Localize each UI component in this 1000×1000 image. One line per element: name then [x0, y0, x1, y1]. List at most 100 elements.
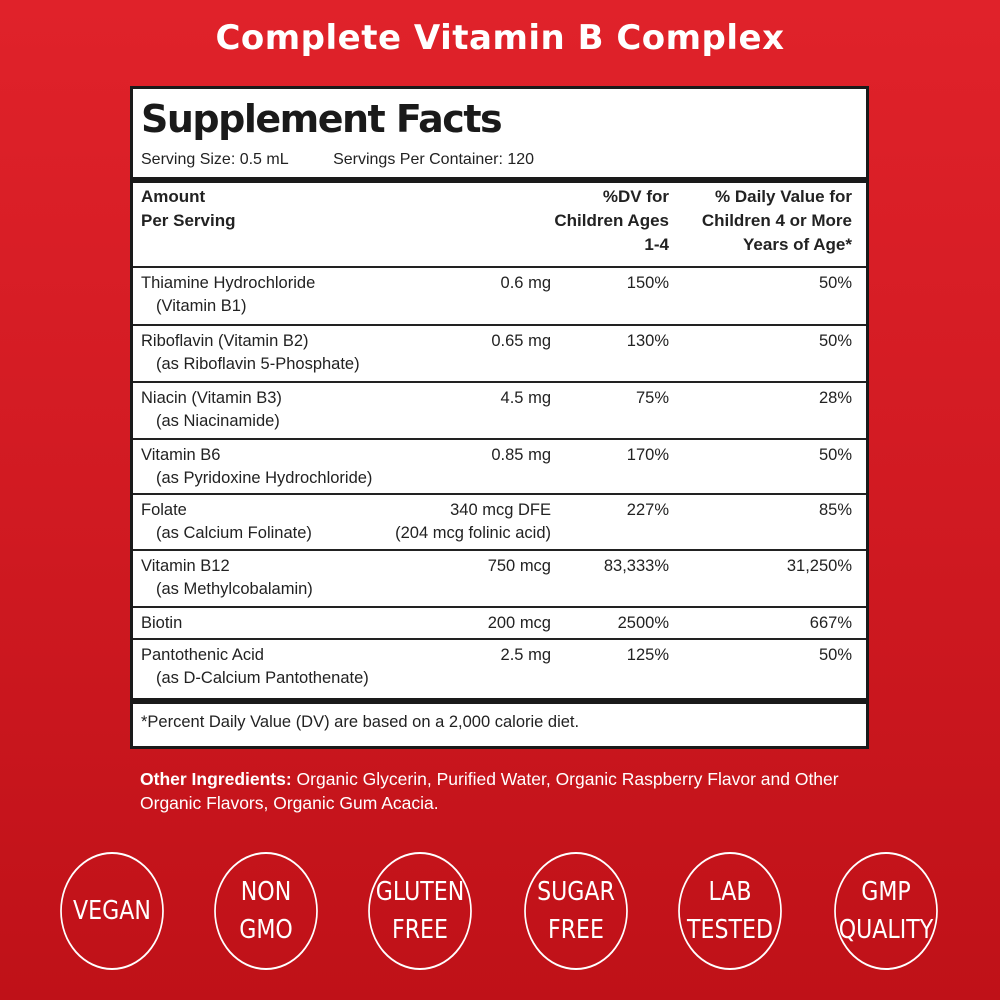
nutrient-label: Thiamine Hydrochloride — [141, 274, 316, 292]
other-ingredients: Other Ingredients: Organic Glycerin, Pur… — [140, 767, 880, 815]
dv-children-4-plus: 85% — [818, 501, 852, 519]
table-row: Biotin 200 mcg 2500% 667% — [133, 606, 866, 638]
nutrient-source: (as Pyridoxine Hydrochloride) — [156, 469, 373, 487]
nutrient-name: Vitamin B6 (as Pyridoxine Hydrochloride) — [141, 444, 372, 490]
dv-children-1-4: 170% — [626, 446, 669, 464]
dv-children-1-4: 2500% — [617, 614, 669, 632]
nutrient-label: Biotin — [141, 614, 183, 632]
badge-text: GLUTEN — [375, 877, 465, 907]
servings-per-container: Servings Per Container: 120 — [333, 151, 535, 168]
page-title: Complete Vitamin B Complex — [215, 18, 785, 58]
badge-sugar-free: SUGAR FREE — [524, 852, 628, 970]
dv-children-1-4: 83,333% — [603, 557, 669, 575]
table-header: Amount Per Serving %DV for Children Ages… — [133, 185, 866, 268]
badge-text: TESTED — [687, 915, 773, 945]
badge-text: SUGAR — [537, 877, 615, 907]
table-row: Pantothenic Acid (as D-Calcium Pantothena… — [133, 638, 866, 696]
nutrient-name: Vitamin B12 (as Methylcobalamin) — [141, 555, 313, 601]
divider — [133, 177, 866, 183]
badge-text: GMO — [239, 915, 293, 945]
nutrient-name: Riboflavin (Vitamin B2) (as Riboflavin 5-… — [141, 330, 360, 376]
table-row: Riboflavin (Vitamin B2) (as Riboflavin 5-… — [133, 324, 866, 381]
amount-value: 0.65 mg — [491, 332, 551, 350]
dv-children-1-4: 227% — [626, 501, 669, 519]
badge-text: GMP — [861, 877, 911, 907]
dv-children-1-4: 75% — [635, 389, 669, 407]
dv-children-1-4: 150% — [626, 274, 669, 292]
dv-children-1-4: 130% — [626, 332, 669, 350]
nutrient-label: Vitamin B12 — [141, 557, 230, 575]
badge-text: FREE — [547, 915, 604, 945]
nutrient-label: Vitamin B6 — [141, 446, 221, 464]
nutrient-source: (as Methylcobalamin) — [156, 580, 313, 598]
badge-text: QUALITY — [838, 915, 934, 945]
nutrient-name: Pantothenic Acid (as D-Calcium Pantothena… — [141, 644, 369, 690]
header-dv1: 1-4 — [644, 235, 669, 254]
badge-lab-tested: LAB TESTED — [678, 852, 782, 970]
header-amount: Per Serving — [141, 211, 236, 230]
amount-value: 0.6 mg — [500, 274, 551, 292]
header-dv2: Children 4 or More — [701, 211, 852, 230]
nutrient-label: Riboflavin (Vitamin B2) — [141, 332, 309, 350]
nutrient-label: Folate — [141, 501, 187, 519]
dv-children-4-plus: 50% — [818, 332, 852, 350]
supplement-facts-panel: Supplement Facts Serving Size: 0.5 mL Se… — [130, 86, 869, 749]
table-row: Vitamin B6 (as Pyridoxine Hydrochloride) … — [133, 438, 866, 493]
serving-size: Serving Size: 0.5 mL — [141, 151, 289, 168]
nutrient-source: (as Riboflavin 5-Phosphate) — [156, 355, 360, 373]
amount-value: 2.5 mg — [500, 646, 551, 664]
table-row: Vitamin B12 (as Methylcobalamin) 750 mcg … — [133, 549, 866, 606]
other-ingredients-label: Other Ingredients: — [140, 769, 292, 789]
amount: 750 mcg — [488, 555, 551, 578]
badge-vegan: VEGAN — [60, 852, 164, 970]
amount-detail: (204 mcg folinic acid) — [395, 524, 551, 542]
nutrient-source: (as Niacinamide) — [156, 412, 280, 430]
header-dv2: Years of Age* — [743, 235, 852, 254]
amount-value: 750 mcg — [487, 557, 551, 575]
header-amount: Amount — [141, 187, 206, 206]
amount: 0.65 mg — [491, 330, 551, 353]
amount: 0.6 mg — [501, 272, 551, 295]
nutrient-label: Niacin (Vitamin B3) — [141, 389, 282, 407]
dv-children-4-plus: 28% — [818, 389, 852, 407]
badge-gluten-free: GLUTEN FREE — [368, 852, 472, 970]
footnote: *Percent Daily Value (DV) are based on a… — [141, 713, 580, 731]
table-row: Thiamine Hydrochloride (Vitamin B1) 0.6 m… — [133, 266, 866, 324]
serving-info: Serving Size: 0.5 mL Servings Per Contai… — [141, 151, 574, 169]
nutrient-source: (as Calcium Folinate) — [156, 524, 312, 542]
nutrient-source: (Vitamin B1) — [156, 297, 247, 315]
dv-children-4-plus: 50% — [818, 274, 852, 292]
dv-children-4-plus: 31,250% — [786, 557, 852, 575]
nutrient-name: Niacin (Vitamin B3) (as Niacinamide) — [141, 387, 282, 433]
amount-value: 4.5 mg — [500, 389, 551, 407]
nutrient-name: Thiamine Hydrochloride (Vitamin B1) — [141, 272, 315, 318]
other-ingredients-text: Organic Glycerin, Purified Water, Organi… — [140, 769, 839, 813]
dv-children-4-plus: 667% — [809, 614, 852, 632]
dv-children-4-plus: 50% — [818, 646, 852, 664]
facts-title: Supplement Facts — [141, 97, 503, 141]
badge-text: FREE — [391, 915, 448, 945]
amount-value: 0.85 mg — [491, 446, 551, 464]
amount: 0.85 mg — [491, 444, 551, 467]
amount-value: 200 mcg — [487, 614, 551, 632]
amount: 200 mcg — [488, 612, 551, 635]
badge-text: NON — [240, 877, 292, 907]
nutrient-name: Biotin — [141, 612, 182, 635]
dv-children-4-plus: 50% — [818, 446, 852, 464]
nutrient-label: Pantothenic Acid — [141, 646, 264, 664]
header-dv2: % Daily Value for — [715, 187, 852, 206]
divider — [133, 698, 866, 704]
amount: 4.5 mg — [501, 387, 551, 410]
amount: 2.5 mg — [501, 644, 551, 667]
header-dv1: %DV for — [602, 187, 669, 206]
nutrient-name: Folate (as Calcium Folinate) — [141, 499, 312, 545]
nutrient-source: (as D-Calcium Pantothenate) — [156, 669, 369, 687]
table-row: Niacin (Vitamin B3) (as Niacinamide) 4.5 … — [133, 381, 866, 438]
badge-gmp-quality: GMP QUALITY — [834, 852, 938, 970]
badge-text: LAB — [708, 877, 752, 907]
amount: 340 mcg DFE (204 mcg folinic acid) — [395, 499, 551, 545]
amount-value: 340 mcg DFE — [450, 501, 551, 519]
dv-children-1-4: 125% — [626, 646, 669, 664]
table-row: Folate (as Calcium Folinate) 340 mcg DFE (… — [133, 493, 866, 549]
header-dv1: Children Ages — [554, 211, 669, 230]
